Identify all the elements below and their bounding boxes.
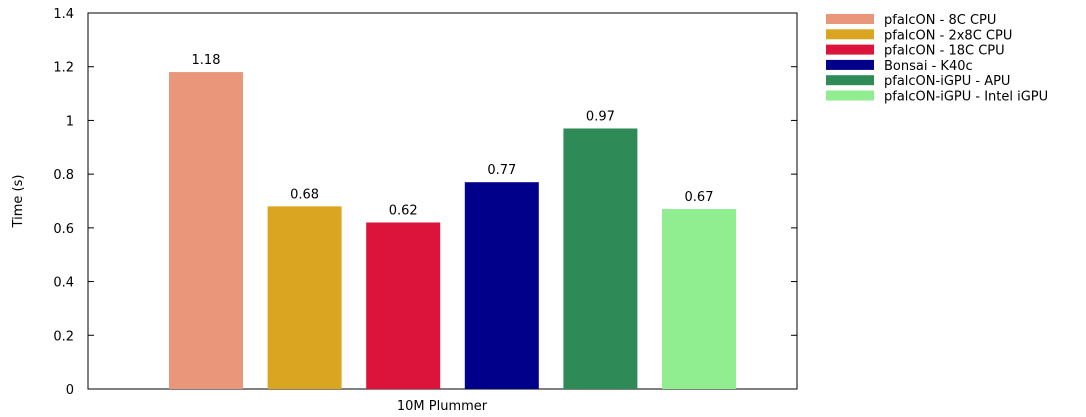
- legend-label: pfalcON - 2x8C CPU: [884, 28, 1012, 43]
- legend-swatch: [826, 59, 874, 70]
- y-tick-label: 1.4: [53, 7, 74, 22]
- bar: [464, 182, 539, 389]
- bars: [169, 72, 736, 389]
- x-tick-label: 10M Plummer: [397, 399, 488, 414]
- y-tick-label: 0.8: [53, 168, 74, 183]
- legend-swatch: [826, 75, 874, 86]
- y-tick-label: 0.6: [53, 222, 74, 237]
- bar: [366, 222, 441, 389]
- legend-label: pfalcON - 18C CPU: [884, 44, 1005, 59]
- legend-swatch: [826, 90, 874, 101]
- legend-label: pfalcON - 8C CPU: [884, 13, 996, 28]
- legend-label: Bonsai - K40c: [884, 59, 973, 74]
- y-axis-label: Time (s): [11, 175, 26, 229]
- data-labels: 1.18 0.68 0.62 0.77 0.97 0.67: [192, 53, 714, 218]
- bar: [267, 206, 342, 389]
- y-tick-label: 0.2: [53, 329, 74, 344]
- bar-value-label: 0.67: [685, 190, 714, 205]
- y-tick-label: 1.2: [53, 61, 74, 76]
- legend-swatch: [826, 14, 874, 24]
- bar: [169, 72, 243, 389]
- bar-value-label: 0.68: [290, 187, 319, 202]
- y-tick-label: 0.4: [53, 276, 74, 291]
- y-tick-label: 1: [66, 114, 74, 129]
- bar-value-label: 0.62: [389, 203, 418, 218]
- legend-swatch: [826, 44, 874, 55]
- plot-frame: [87, 12, 798, 390]
- bar: [662, 209, 736, 389]
- bar-value-label: 0.97: [586, 109, 615, 124]
- legend-label: pfalcON-iGPU - APU: [884, 74, 1010, 89]
- bar-value-label: 1.18: [192, 53, 221, 68]
- legend-swatch: [826, 29, 874, 40]
- y-axis: 0 0.2 0.4 0.6 0.8 1 1.2 1.4: [53, 7, 797, 398]
- legend-label: pfalcON-iGPU - Intel iGPU: [884, 90, 1048, 105]
- bar-value-label: 0.77: [487, 163, 516, 178]
- y-tick-label: 0: [66, 383, 74, 398]
- bar: [563, 128, 638, 389]
